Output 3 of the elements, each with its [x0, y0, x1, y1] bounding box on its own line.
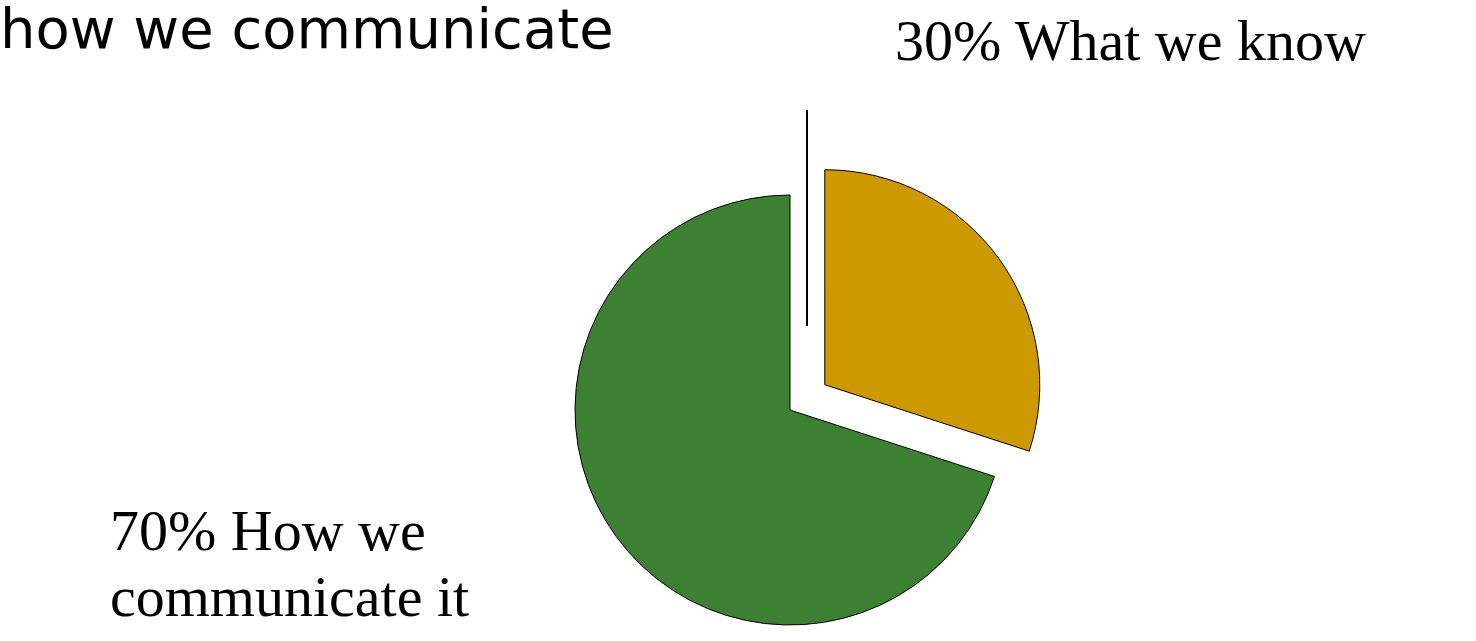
slice-label: 30% What we know: [895, 8, 1367, 74]
chart-title: how we communicate: [0, 0, 614, 61]
slice-label: 70% How we communicate it: [110, 498, 471, 630]
